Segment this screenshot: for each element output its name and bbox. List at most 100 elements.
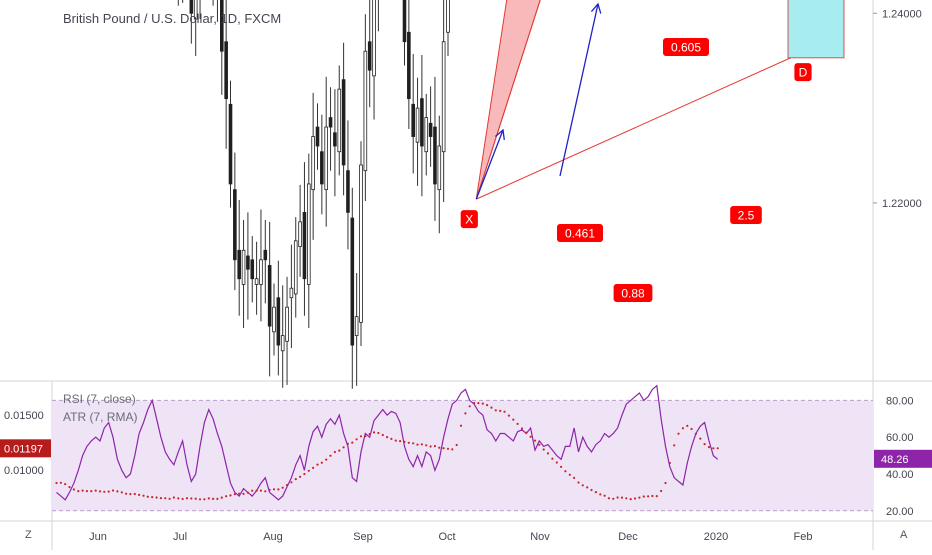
atr-point	[386, 436, 389, 439]
ratio-ab-label: 0.605	[671, 41, 701, 55]
atr-point	[660, 489, 663, 493]
atr-point	[346, 442, 349, 445]
atr-point	[372, 431, 376, 434]
atr-point	[677, 432, 680, 435]
candle-down	[267, 265, 272, 327]
atr-point	[320, 461, 323, 464]
projection-arrow-1-head	[494, 128, 505, 140]
atr-point	[98, 490, 102, 493]
candle-up	[306, 183, 311, 285]
atr-point	[116, 490, 119, 493]
atr-point	[55, 481, 58, 485]
price-tick-label: 1.22000	[882, 198, 922, 210]
rsi-tick-label: 60.00	[886, 432, 914, 444]
atr-point	[616, 496, 619, 499]
atr-point	[438, 446, 441, 449]
atr-point	[85, 490, 88, 493]
atr-point	[586, 486, 589, 489]
atr-point	[290, 481, 293, 484]
candle-up	[311, 136, 315, 191]
candle-down	[346, 170, 350, 213]
candle-down	[320, 151, 324, 185]
atr-point	[546, 452, 550, 455]
atr-point	[581, 484, 584, 487]
atr-point	[190, 497, 193, 500]
candle-up	[285, 306, 289, 342]
atr-point	[111, 489, 115, 492]
candle-up	[354, 316, 359, 337]
atr-point	[655, 495, 658, 498]
projection-arrow-1	[475, 129, 504, 200]
candle-up	[272, 306, 276, 333]
atr-point	[259, 489, 262, 492]
atr-point	[603, 494, 606, 497]
atr-point	[151, 496, 154, 499]
price-tick-label: 1.24000	[882, 8, 922, 20]
atr-point	[542, 448, 545, 451]
atr-point	[94, 489, 97, 492]
atr-point	[142, 494, 145, 497]
candle-down	[333, 132, 337, 147]
atr-point	[394, 439, 397, 442]
atr-point	[638, 496, 641, 499]
ratio-xd-label-bg	[613, 284, 653, 302]
timezone-button[interactable]: Z	[25, 529, 32, 541]
candle-down	[315, 126, 320, 147]
atr-point	[146, 495, 149, 498]
atr-point	[355, 438, 358, 441]
atr-point	[529, 435, 532, 438]
atr-point	[312, 466, 315, 469]
time-tick-label: Nov	[530, 531, 550, 543]
atr-point	[329, 454, 332, 457]
candle-down	[350, 217, 355, 346]
ratio-ab-label-bg	[663, 38, 709, 56]
atr-point	[368, 433, 371, 436]
time-tick-label: 2020	[704, 531, 728, 543]
atr-point	[164, 497, 167, 500]
point-d-label: D	[799, 66, 808, 80]
atr-point	[407, 441, 410, 444]
time-tick-label: Aug	[263, 531, 283, 543]
time-tick-label: Oct	[438, 531, 455, 543]
atr-point	[486, 404, 489, 407]
atr-point	[607, 497, 611, 500]
atr-point	[338, 449, 341, 452]
atr-tick-label: 0.01000	[4, 465, 44, 477]
atr-point	[159, 497, 162, 500]
atr-point	[442, 447, 445, 450]
atr-tick-label: 0.01500	[4, 410, 44, 422]
candle-up	[293, 240, 298, 295]
atr-point	[64, 483, 67, 486]
candle-up	[446, 0, 450, 33]
atr-point	[564, 470, 567, 473]
atr-point	[577, 481, 580, 484]
atr-point	[490, 406, 493, 409]
atr-point	[107, 490, 110, 493]
auto-scale-button[interactable]: A	[900, 529, 908, 541]
candle-up	[415, 107, 420, 143]
atr-point	[285, 483, 289, 487]
candle-down	[341, 79, 346, 166]
pattern-xb-line	[475, 0, 541, 200]
atr-point	[233, 493, 236, 496]
atr-point	[381, 433, 384, 437]
ratio-xb-label-bg	[557, 224, 603, 242]
atr-point	[246, 491, 249, 494]
atr-point	[712, 447, 715, 450]
candle-down	[189, 0, 194, 14]
candle-down	[228, 103, 233, 185]
time-tick-label: Jul	[173, 531, 187, 543]
atr-point	[516, 422, 519, 425]
atr-point	[172, 496, 175, 499]
atr-point	[473, 401, 476, 405]
candle-down	[246, 255, 250, 270]
candle-down	[367, 41, 372, 71]
candle-down	[420, 98, 424, 147]
atr-point	[707, 446, 711, 449]
candle-up	[424, 117, 429, 153]
atr-point	[555, 461, 558, 464]
candle-down	[328, 117, 333, 128]
atr-point	[316, 463, 319, 466]
